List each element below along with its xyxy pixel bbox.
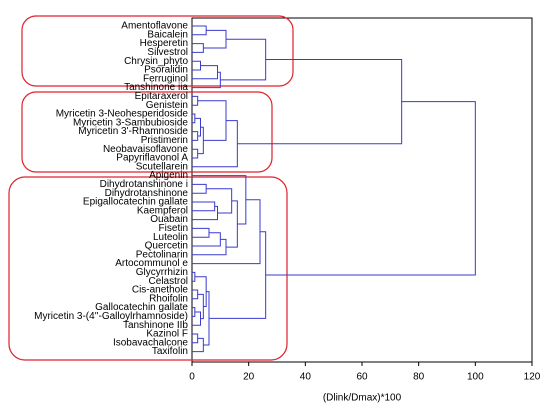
dendrogram-link xyxy=(197,126,204,155)
dendrogram-link xyxy=(192,175,247,225)
dendrogram-link xyxy=(192,337,204,353)
leaf-label: Rhoifolin xyxy=(149,293,188,304)
dendrogram-link xyxy=(192,25,207,36)
leaf-label: Baicalein xyxy=(147,29,188,40)
leaf-label: Cis-anethole xyxy=(132,285,189,296)
leaf-label: Celastrol xyxy=(149,276,188,287)
dendrogram-link xyxy=(192,307,196,317)
dendrogram-link xyxy=(192,95,199,106)
x-tick-label: 40 xyxy=(300,372,312,383)
dendrogram-link xyxy=(192,232,221,247)
dendrogram-link xyxy=(192,60,201,71)
leaf-label: Pectolinarin xyxy=(136,249,188,260)
dendrogram-link xyxy=(194,276,207,307)
dendrogram-link xyxy=(226,200,238,248)
cluster-box xyxy=(21,91,273,173)
dendrogram-link xyxy=(220,38,267,81)
leaf-label: Amentoflavone xyxy=(121,21,188,32)
leaf-label: Myricetin 3-Sambubioside xyxy=(73,117,188,128)
leaf-label: Kaempferol xyxy=(137,205,188,216)
dendrogram-link xyxy=(192,289,199,300)
cluster-box xyxy=(8,176,288,361)
dendrogram-link xyxy=(192,201,216,212)
x-tick-label: 100 xyxy=(467,372,484,383)
dendrogram-link xyxy=(192,205,218,221)
dendrogram-link xyxy=(192,271,196,282)
dendrogram-link xyxy=(192,227,210,238)
leaf-label: Quercetin xyxy=(145,241,188,252)
leaf-label: Isobavachalcone xyxy=(113,337,188,348)
leaf-label: Myricetin 3'-Rhamnoside xyxy=(78,126,188,137)
dendrogram-link xyxy=(237,59,403,145)
leaf-label: Hesperetin xyxy=(140,38,188,49)
x-tick-label: 120 xyxy=(524,372,541,383)
leaf-label: Apigenin xyxy=(149,170,188,181)
dendrogram-link xyxy=(192,113,196,124)
leaf-label: Chrysin_phyto xyxy=(124,56,188,67)
dendrogram-link xyxy=(192,311,201,326)
leaf-label: Glycyrrhizin xyxy=(136,267,188,278)
dendrogram-link xyxy=(192,65,218,80)
x-axis-label: (Dlink/Dmax)*100 xyxy=(323,393,402,404)
dendrogram-link xyxy=(265,101,476,276)
dendrogram-link xyxy=(192,131,199,141)
x-tick-label: 0 xyxy=(189,372,195,383)
leaf-label: Epigallocatechin gallate xyxy=(83,197,189,208)
x-tick-label: 80 xyxy=(413,372,425,383)
leaf-label: Epitaraxerol xyxy=(135,91,188,102)
leaf-label: Scutellarein xyxy=(136,161,188,172)
cluster-box xyxy=(21,15,294,87)
leaf-label: Myricetin 3-(4''-Galloylrhamnoside) xyxy=(34,311,188,322)
leaf-label: Psoralidin xyxy=(144,65,188,76)
leaf-label: Neobavaisoflavone xyxy=(103,144,188,155)
x-tick-label: 20 xyxy=(243,372,255,383)
dendrogram-link xyxy=(192,120,238,168)
leaf-label: Ferruginol xyxy=(143,73,188,84)
dendrogram-link xyxy=(203,29,227,49)
leaf-label: Pristimerin xyxy=(141,135,188,146)
leaf-label: Papyriflavonol A xyxy=(116,153,188,164)
x-tick-label: 60 xyxy=(356,372,368,383)
leaf-label: Luteolin xyxy=(153,232,188,243)
leaf-label: Kazinol F xyxy=(146,329,188,340)
leaf-label: Myricetin 3-Neohesperidoside xyxy=(56,109,189,120)
plot-frame xyxy=(191,17,533,363)
dendrogram-link xyxy=(192,71,221,89)
leaf-label: Dihydrotanshinone i xyxy=(100,179,188,190)
dendrogram-link xyxy=(197,293,204,320)
leaf-label: Gallocatechin gallate xyxy=(95,302,188,313)
dendrogram-link xyxy=(192,238,227,256)
dendrogram-link xyxy=(206,188,233,214)
leaf-label: Dihydrotanshinone xyxy=(105,188,189,199)
leaf-label: Fisetin xyxy=(159,223,188,234)
dendrogram-link xyxy=(192,183,207,194)
leaf-label: Ouabain xyxy=(150,214,188,225)
leaf-label: Genistein xyxy=(146,100,188,111)
leaf-label: Taxifolin xyxy=(152,346,188,357)
dendrogram-link xyxy=(192,148,199,159)
leaf-label: Silvestrol xyxy=(147,47,188,58)
leaf-label: Tanshinone iia xyxy=(124,82,188,93)
dendrogram-link xyxy=(197,100,227,141)
dendrogram-link xyxy=(192,43,204,53)
dendrogram-link xyxy=(192,333,199,344)
leaf-label: Artocommunol e xyxy=(115,258,188,269)
leaf-label: Tanshinone IIb xyxy=(123,320,188,331)
